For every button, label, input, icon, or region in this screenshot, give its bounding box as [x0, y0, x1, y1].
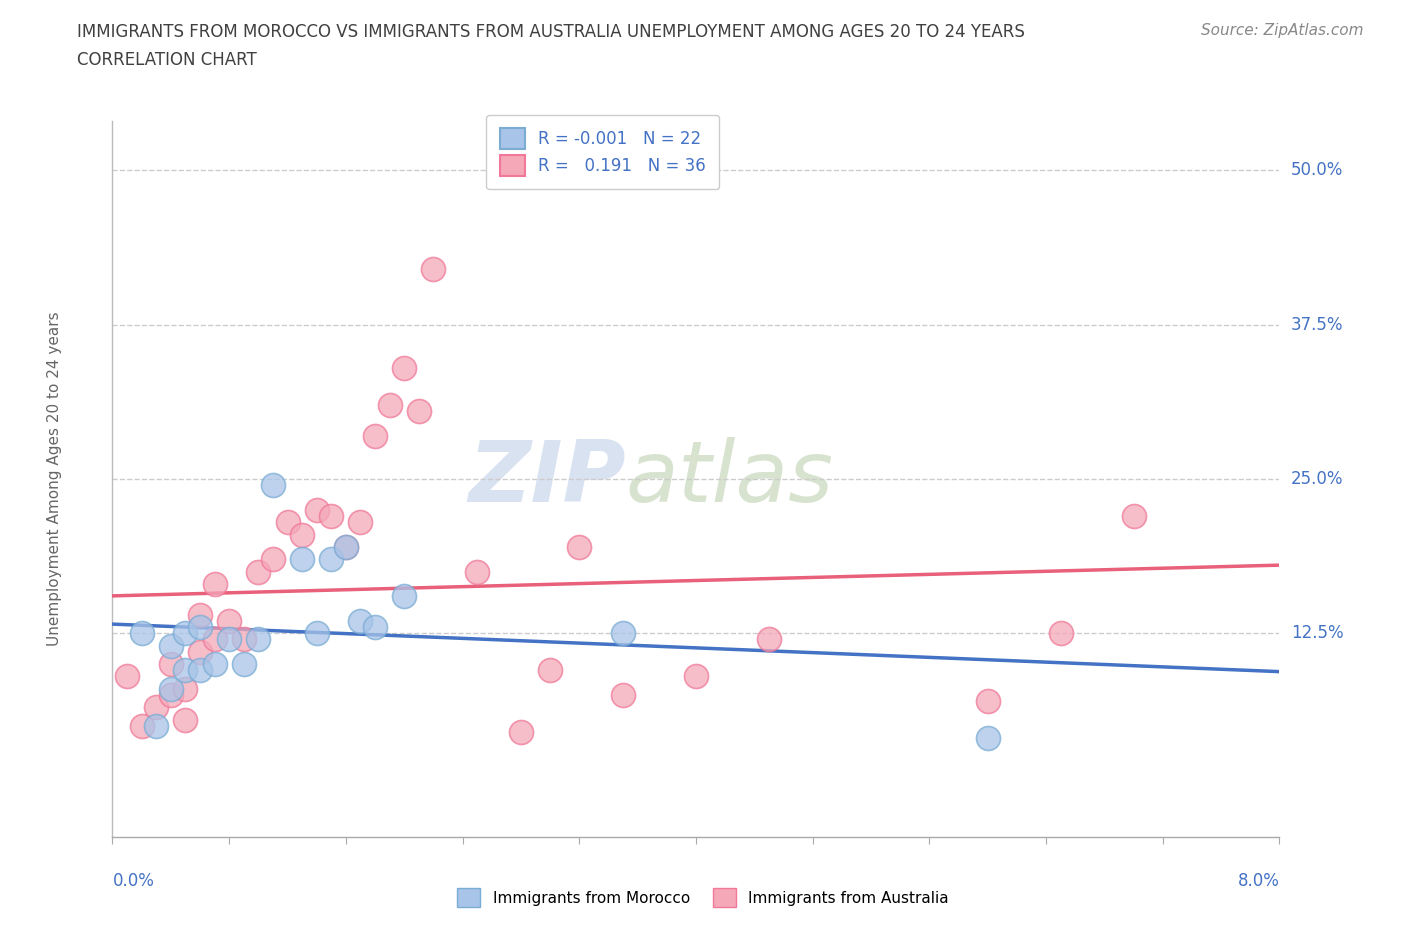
Text: 50.0%: 50.0% [1291, 161, 1344, 179]
Text: atlas: atlas [626, 437, 834, 521]
Point [394, 589, 416, 604]
Point [145, 700, 167, 715]
Point [174, 682, 197, 697]
Point [174, 626, 197, 641]
Point [321, 509, 343, 524]
Point [612, 626, 634, 641]
Point [204, 657, 226, 671]
Point [291, 527, 314, 542]
Point [321, 551, 343, 566]
Point [232, 657, 254, 671]
Text: 25.0%: 25.0% [1291, 470, 1344, 488]
Point [188, 663, 211, 678]
Text: ZIP: ZIP [468, 437, 626, 521]
Point [349, 614, 371, 629]
Text: 8.0%: 8.0% [1237, 871, 1279, 890]
Point [218, 632, 240, 647]
Point [758, 632, 780, 647]
Point [612, 687, 634, 702]
Point [188, 607, 211, 622]
Point [305, 626, 328, 641]
Point [335, 539, 357, 554]
Point [232, 632, 254, 647]
Point [174, 663, 197, 678]
Legend: Immigrants from Morocco, Immigrants from Australia: Immigrants from Morocco, Immigrants from… [451, 883, 955, 913]
Point [976, 694, 998, 709]
Point [204, 632, 226, 647]
Point [509, 724, 531, 739]
Point [408, 404, 430, 418]
Point [145, 719, 167, 734]
Point [276, 514, 298, 529]
Point [160, 687, 183, 702]
Legend: R = -0.001   N = 22, R =   0.191   N = 36: R = -0.001 N = 22, R = 0.191 N = 36 [486, 115, 718, 189]
Point [115, 669, 138, 684]
Point [305, 502, 328, 517]
Point [335, 539, 357, 554]
Point [160, 682, 183, 697]
Point [160, 638, 183, 653]
Point [247, 565, 270, 579]
Point [188, 619, 211, 634]
Text: 0.0%: 0.0% [112, 871, 155, 890]
Point [247, 632, 270, 647]
Text: Unemployment Among Ages 20 to 24 years: Unemployment Among Ages 20 to 24 years [46, 312, 62, 646]
Point [568, 539, 591, 554]
Point [188, 644, 211, 659]
Point [160, 657, 183, 671]
Text: Source: ZipAtlas.com: Source: ZipAtlas.com [1201, 23, 1364, 38]
Point [131, 719, 153, 734]
Point [422, 261, 444, 276]
Point [538, 663, 561, 678]
Point [291, 551, 314, 566]
Point [1122, 509, 1144, 524]
Point [1049, 626, 1071, 641]
Point [364, 429, 387, 444]
Point [378, 397, 401, 412]
Point [262, 551, 284, 566]
Point [262, 478, 284, 493]
Point [174, 712, 197, 727]
Point [465, 565, 488, 579]
Point [364, 619, 387, 634]
Text: CORRELATION CHART: CORRELATION CHART [77, 51, 257, 69]
Point [349, 514, 371, 529]
Text: 37.5%: 37.5% [1291, 315, 1344, 334]
Point [204, 577, 226, 591]
Text: IMMIGRANTS FROM MOROCCO VS IMMIGRANTS FROM AUSTRALIA UNEMPLOYMENT AMONG AGES 20 : IMMIGRANTS FROM MOROCCO VS IMMIGRANTS FR… [77, 23, 1025, 41]
Point [394, 361, 416, 376]
Text: 12.5%: 12.5% [1291, 624, 1344, 643]
Point [131, 626, 153, 641]
Point [976, 731, 998, 746]
Point [685, 669, 707, 684]
Point [218, 614, 240, 629]
